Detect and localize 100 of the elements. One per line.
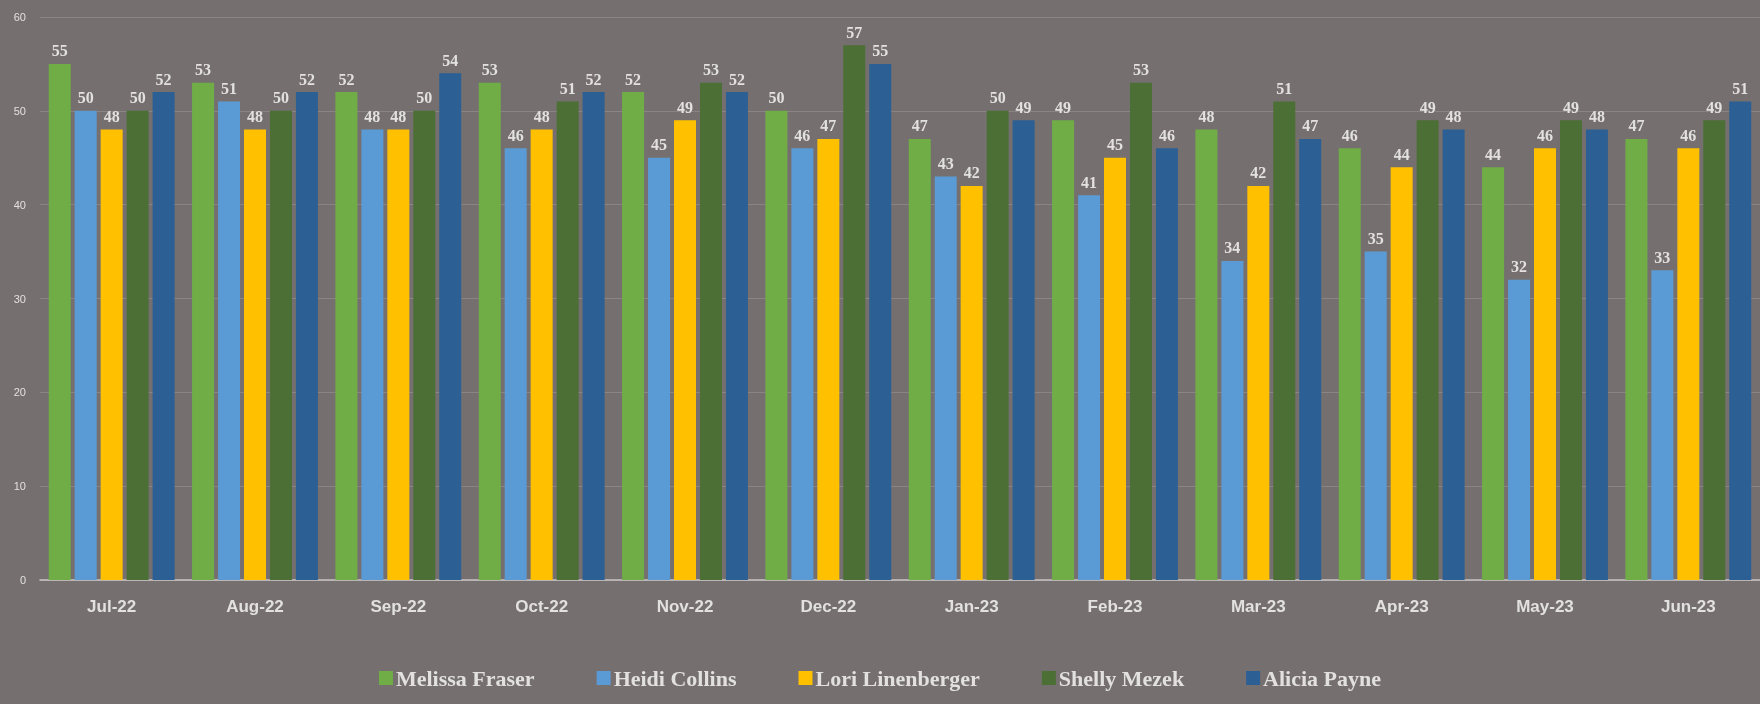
bar	[1129, 82, 1152, 580]
data-label: 48	[390, 108, 407, 126]
bar	[1155, 148, 1178, 580]
bar	[530, 129, 553, 580]
data-label: 54	[442, 51, 459, 69]
bar	[908, 138, 931, 580]
y-tick-label: 30	[13, 292, 26, 305]
x-tick-label: Mar-23	[1230, 597, 1286, 616]
data-label: 35	[1367, 230, 1384, 248]
bar	[582, 92, 605, 580]
data-label: 48	[1588, 108, 1605, 126]
legend-label: Lori Linenberger	[815, 665, 981, 691]
data-label: 50	[272, 89, 289, 107]
bar	[986, 110, 1009, 580]
bar	[1104, 157, 1126, 580]
bar	[1273, 101, 1296, 580]
bar	[1364, 251, 1387, 580]
data-label: 49	[1055, 98, 1072, 116]
data-label: 52	[298, 70, 315, 88]
bar	[218, 101, 241, 580]
data-label: 53	[195, 61, 212, 79]
bar	[100, 129, 123, 580]
data-label: 46	[507, 126, 524, 144]
bar	[478, 82, 501, 580]
bar	[413, 110, 436, 580]
x-tick-label: Sep-22	[370, 597, 427, 616]
data-label: 50	[77, 89, 94, 107]
bar	[1585, 129, 1608, 580]
y-tick-label: 40	[13, 198, 26, 211]
data-label: 50	[768, 89, 785, 107]
data-label: 53	[1132, 61, 1149, 79]
data-label: 47	[1628, 117, 1645, 135]
data-label: 48	[247, 108, 263, 126]
bar	[1247, 185, 1270, 580]
data-label: 52	[155, 70, 172, 88]
data-label: 48	[364, 108, 381, 126]
data-label: 46	[794, 126, 811, 144]
data-label: 47	[1302, 117, 1319, 135]
data-label: 46	[1341, 126, 1358, 144]
data-label: 52	[585, 70, 602, 88]
data-label: 51	[221, 79, 238, 97]
bar	[1625, 138, 1648, 580]
data-label: 44	[1393, 145, 1410, 163]
y-tick-label: 60	[13, 11, 26, 23]
data-label: 48	[1445, 108, 1462, 126]
bar	[1221, 260, 1244, 580]
legend-label: Heidi Collins	[613, 665, 737, 691]
x-tick-label: Feb-23	[1087, 597, 1143, 616]
bar	[699, 82, 722, 580]
bar	[1559, 120, 1582, 580]
bar	[1651, 270, 1674, 580]
bar	[869, 63, 892, 580]
data-label: 46	[1158, 126, 1175, 144]
bar	[843, 45, 866, 580]
bar	[674, 120, 696, 580]
bar	[725, 92, 748, 580]
bar	[1729, 101, 1752, 580]
data-label: 48	[103, 108, 120, 126]
y-tick-label: 20	[13, 386, 26, 399]
y-tick-label: 10	[13, 480, 26, 493]
bar	[791, 148, 814, 580]
bar	[335, 92, 358, 580]
bar	[817, 138, 840, 580]
bar	[439, 73, 462, 580]
bar	[1416, 120, 1439, 580]
data-label: 34	[1224, 239, 1241, 257]
data-label: 45	[651, 136, 668, 154]
data-label: 55	[51, 42, 68, 60]
data-label: 50	[416, 89, 433, 107]
bar	[192, 82, 215, 580]
x-tick-label: Nov-22	[656, 597, 714, 616]
data-label: 47	[911, 117, 928, 135]
data-label: 42	[1250, 164, 1267, 182]
bar	[504, 148, 527, 580]
data-label: 51	[559, 79, 576, 97]
bar	[1338, 148, 1361, 580]
bar	[74, 110, 97, 580]
data-label: 44	[1485, 145, 1502, 163]
x-tick-label: Dec-22	[800, 597, 857, 616]
bar	[361, 129, 384, 580]
x-tick-label: Apr-23	[1374, 597, 1429, 616]
data-label: 53	[481, 61, 498, 79]
data-label: 50	[989, 89, 1006, 107]
data-label: 52	[728, 70, 745, 88]
bar	[244, 129, 266, 580]
bar	[934, 176, 957, 580]
bar	[269, 110, 292, 580]
data-label: 47	[820, 117, 837, 135]
bar	[1482, 167, 1505, 580]
y-tick-label: 0	[19, 574, 26, 586]
data-label: 42	[963, 164, 980, 182]
bar	[765, 110, 788, 580]
data-label: 49	[1706, 98, 1723, 116]
data-label: 50	[129, 89, 146, 107]
bar	[1703, 120, 1726, 580]
bar	[152, 92, 175, 580]
bar	[126, 110, 149, 580]
data-label: 51	[1276, 79, 1293, 97]
bar	[648, 157, 671, 580]
data-label: 48	[533, 108, 550, 126]
